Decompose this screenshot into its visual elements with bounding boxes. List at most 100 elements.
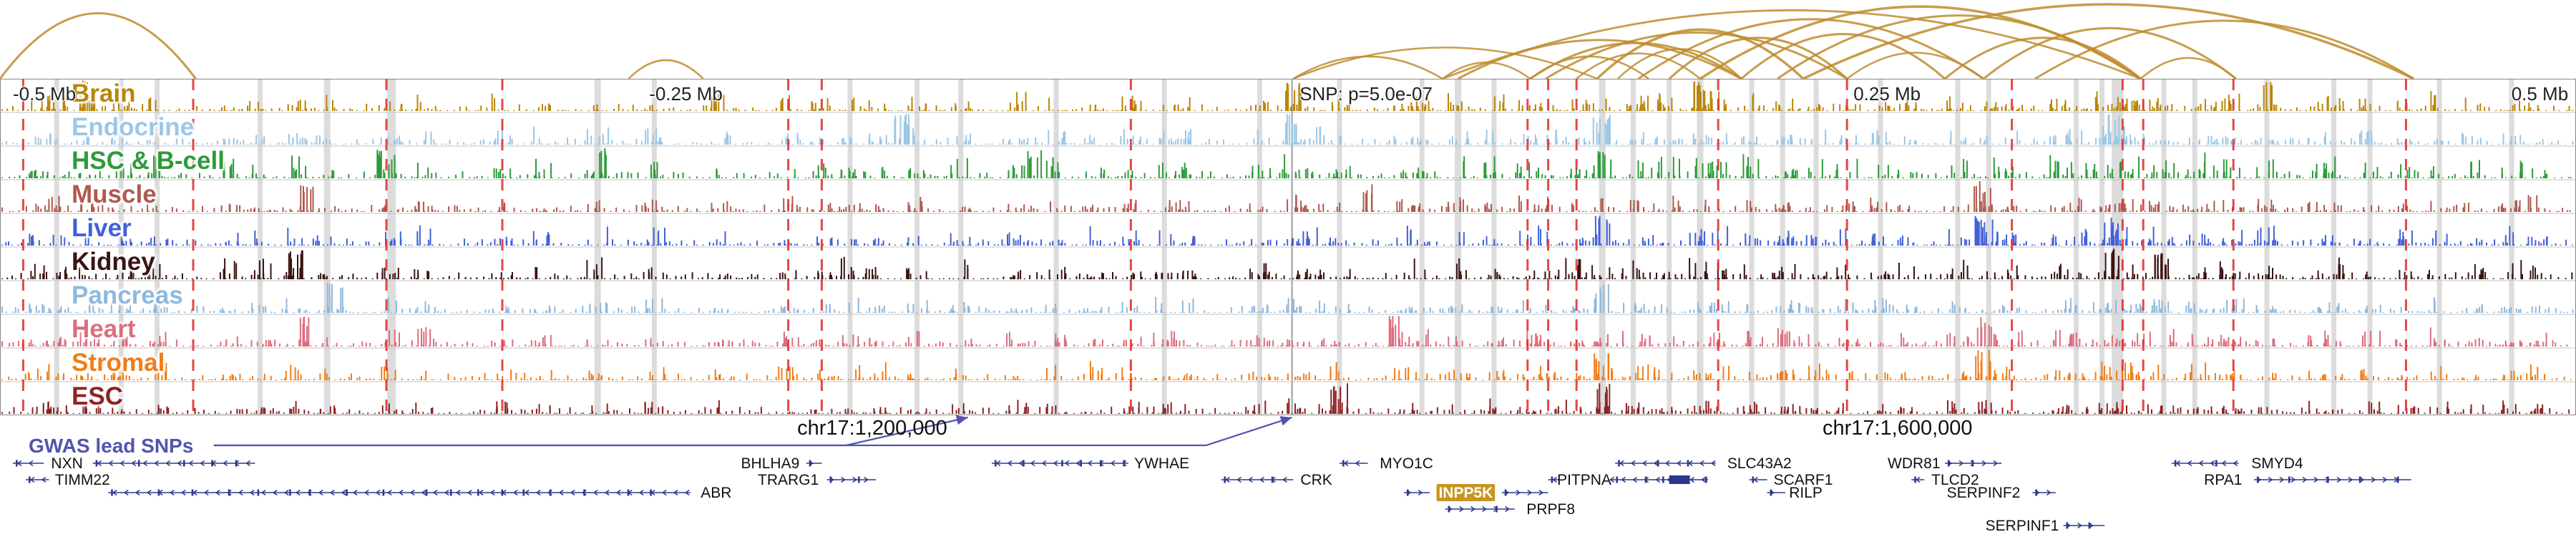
gene-strand-chevron-icon [2325,476,2331,483]
gene-label-trarg1: TRARG1 [758,472,819,488]
gene-label-backdrop [1302,472,1331,488]
gene-strand-chevron-icon [1993,460,1999,467]
axis-label: 0.25 Mb [1853,83,1921,105]
gene-exon-tick [1551,476,1553,483]
gene-exon-tick [477,489,479,496]
gene-exon-tick [1948,460,1950,467]
gene-strand-chevron-icon [2210,460,2215,467]
gene-exon-tick [1496,505,1498,513]
gene-strand-chevron-icon [2290,476,2296,483]
gene-strand-chevron-icon [1121,460,1127,467]
gene-exon-tick [1770,489,1772,496]
gene-label-inpp5k: INPP5K [1438,485,1493,501]
gene-strand-chevron-icon [2382,476,2388,483]
gene-exon-tick [191,489,194,496]
gene-strand-chevron-icon [1641,460,1647,467]
track-signal-liver [1,216,2573,246]
gene-strand-chevron-icon [41,476,47,483]
gene-exon-tick [549,489,552,496]
track-label-liver: Liver [72,214,132,242]
track-label-kidney: Kidney [72,248,155,276]
gene-strand-chevron-icon [1343,460,1349,467]
gene-strand-chevron-icon [1538,489,1544,496]
gene-strand-chevron-icon [200,460,205,467]
gene-label-backdrop [1933,472,1977,488]
track-signal-hsc-b-cell [1,148,2572,178]
gene-exon-tick [2358,476,2361,483]
gene-strand-chevron-icon [341,489,346,496]
gene-exon-tick [1914,476,1916,483]
track-label-muscle: Muscle [72,180,157,208]
gene-strand-chevron-icon [238,489,243,496]
gene-strand-chevron-icon [1958,460,1964,467]
gwas-arrowhead-icon [955,415,968,425]
gene-strand-chevron-icon [283,489,289,496]
gene-exon-tick [1971,460,1974,467]
gene-strand-chevron-icon [2279,476,2285,483]
gene-strand-chevron-icon [995,460,1001,467]
gene-exon-tick [1080,460,1083,467]
track-signal-brain [1,80,2574,111]
gene-exon-tick [111,489,113,496]
track-label-heart: Heart [72,315,136,343]
gene-exon-tick [289,489,291,496]
gene-strand-chevron-icon [1527,489,1533,496]
gene-strand-chevron-icon [1632,476,1638,483]
axis-label: 0.5 Mb [2511,83,2569,105]
gene-exon-tick [2035,489,2037,496]
gene-strand-chevron-icon [1552,476,1558,483]
interaction-arc [1545,32,1848,80]
gene-strand-chevron-icon [375,489,381,496]
gene-label-abr: ABR [701,485,731,501]
gene-strand-chevron-icon [512,489,518,496]
gene-strand-chevron-icon [421,489,426,496]
gene-strand-chevron-icon [2302,476,2308,483]
gene-strand-chevron-icon [841,476,846,483]
gene-strand-chevron-icon [1609,476,1615,483]
gene-exon-tick [829,476,832,483]
track-label-endocrine: Endocrine [72,113,195,141]
gene-strand-chevron-icon [2268,476,2273,483]
gene-label-serpinf2: SERPINF2 [1947,485,2021,501]
gene-strand-chevron-icon [1710,460,1716,467]
gene-strand-chevron-icon [2371,476,2376,483]
gene-strand-chevron-icon [852,476,857,483]
signals-layer [0,79,2576,415]
track-label-pancreas: Pancreas [72,281,183,309]
gene-label-rpa1: RPA1 [2204,472,2242,488]
gene-label-nxn: NXN [51,457,82,472]
interaction-arc [0,11,197,79]
gene-exon-tick [308,489,311,496]
gene-exon-tick [995,460,997,467]
gene-exon-tick [501,489,504,496]
gene-strand-chevron-icon [489,489,495,496]
gene-exon-tick [235,460,238,467]
gene-strand-chevron-icon [409,489,415,496]
interaction-arc [1944,37,2142,80]
gene-strand-chevron-icon [112,489,117,496]
gene-strand-chevron-icon [165,460,171,467]
gene-exon-tick [1705,476,1707,483]
gene-strand-chevron-icon [1482,505,1487,513]
gene-exon-tick [425,489,428,496]
gene-strand-chevron-icon [1676,460,1682,467]
gene-strand-chevron-icon [604,489,610,496]
axis-label: -0.25 Mb [649,83,723,105]
gene-strand-chevron-icon [1282,476,1287,483]
track-signal-esc [1,383,2570,414]
gene-exon-tick [1123,460,1126,467]
interaction-arc [1846,52,1984,79]
interaction-arc [1616,48,1742,79]
gene-strand-chevron-icon [135,489,140,496]
gwas-leader-line [213,416,1292,447]
gene-strand-chevron-icon [180,489,186,496]
gene-strand-chevron-icon [223,460,228,467]
interaction-arc [2140,57,2237,79]
genome-coordinate-label: chr17:1,600,000 [1822,417,1973,440]
gene-exon-tick [2066,522,2069,529]
interaction-arc [1802,3,2414,80]
gene-strand-chevron-icon [2348,476,2353,483]
signal-tracks-panel: Brain Endocrine HSC & B-cell Muscle Liver Kid… [0,79,2576,415]
gene-strand-chevron-icon [2359,476,2365,483]
